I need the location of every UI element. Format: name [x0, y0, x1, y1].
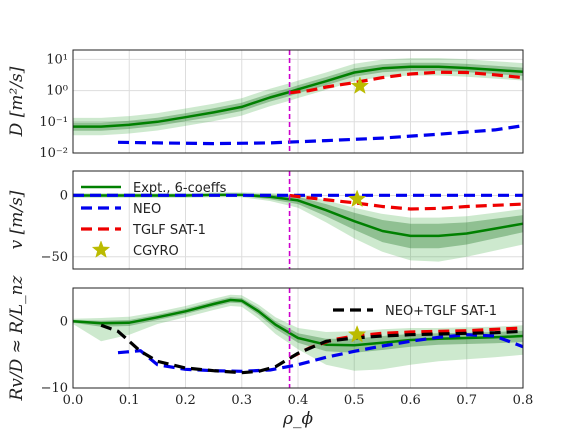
legend-entry-label: NEO+TGLF SAT-1 [385, 304, 497, 319]
x-tick-label: 0.3 [231, 393, 252, 408]
x-tick-label: 0.0 [63, 393, 84, 408]
expt-6-coeffs-inner-band [73, 193, 523, 249]
neo-line [117, 333, 524, 373]
legend-entry-label: CGYRO [133, 244, 179, 259]
legend-entry-label: NEO [133, 202, 161, 217]
expt-6-coeffs-line [73, 65, 524, 128]
expt-6-coeffs-inner-band [73, 62, 523, 131]
neo-line [117, 124, 524, 146]
x-tick-label: 0.5 [344, 393, 365, 408]
tglf-sat-1-line [289, 193, 524, 211]
y-axis-label: Rv/D ≈ R/L_nz [7, 274, 27, 401]
cgyro-star-marker [347, 324, 367, 343]
expt-6-coeffs-outer-band [73, 294, 523, 371]
legend-star-symbol [91, 240, 111, 258]
panel-bottom: 0 −100.0 0.1 0.2 0.3 0.4 0.5 0.6 0.7 0.8 Rv/D ≈ R/… [7, 274, 533, 429]
y-tick-label: 10⁻² [39, 146, 68, 161]
y-tick-label: 10⁻¹ [39, 115, 68, 130]
cgyro-star-marker [350, 76, 370, 94]
panel-middle: 0 −50 v [m/s] Expt., 6-coeffs NEO TGLF SAT-1 C… [7, 170, 524, 270]
legend: NEO+TGLF SAT-1 [333, 304, 497, 319]
x-tick-label: 0.2 [175, 393, 196, 408]
axes-frame [72, 49, 524, 154]
x-tick-label: 0.4 [288, 393, 309, 408]
y-axis-label: v [m/s] [7, 190, 27, 249]
y-tick-label: −50 [41, 250, 68, 265]
axes-frame [72, 170, 524, 270]
x-tick-label: 0.1 [119, 393, 140, 408]
y-tick-label: 10⁰ [46, 84, 68, 99]
legend-entry-label: Expt., 6-coeffs [133, 181, 227, 196]
cgyro-star-marker [347, 189, 367, 208]
neo-tglf-sat-1-line [100, 323, 524, 375]
panel-top: 10¹ 10⁰ 10⁻¹ 10⁻² D [m²/s] [7, 49, 524, 161]
legend-entry-label: TGLF SAT-1 [132, 223, 206, 238]
x-tick-label: 0.6 [400, 393, 421, 408]
y-tick-label: 10¹ [46, 52, 68, 67]
y-tick-label: −10 [41, 381, 68, 396]
legend: Expt., 6-coeffs NEO TGLF SAT-1 CGYRO [81, 181, 227, 259]
tglf-sat-1-line [289, 70, 524, 95]
expt-6-coeffs-outer-band [73, 192, 523, 262]
x-tick-label: 0.8 [513, 393, 534, 408]
y-tick-label: 0 [60, 189, 68, 204]
y-tick-label: 0 [60, 314, 68, 329]
axes-frame [72, 287, 524, 389]
x-axis-label: ρ_ϕ [282, 409, 313, 429]
y-axis-label: D [m²/s] [7, 66, 27, 137]
x-tick-label: 0.7 [456, 393, 477, 408]
